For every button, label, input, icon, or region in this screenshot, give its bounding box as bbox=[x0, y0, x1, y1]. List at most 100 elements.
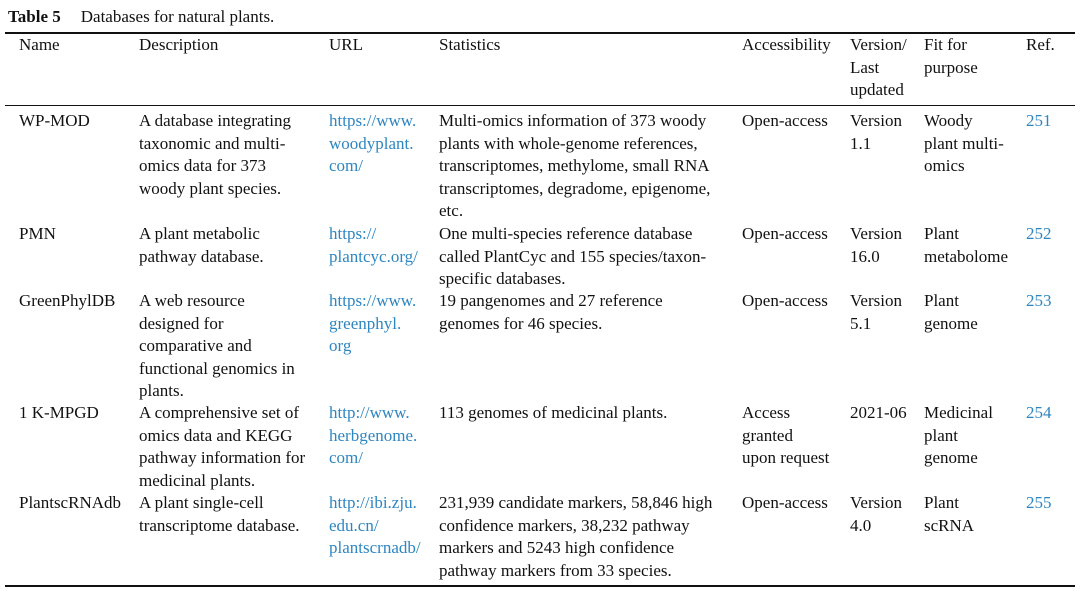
row-version: 2021-06 bbox=[850, 402, 907, 425]
row-description-line: A comprehensive set of bbox=[139, 403, 300, 422]
row-url-link-line[interactable]: greenphyl. bbox=[329, 313, 402, 333]
row-description-line: plants. bbox=[139, 381, 184, 400]
top-rule bbox=[5, 32, 1075, 34]
row-url-link-line[interactable]: http://www. bbox=[329, 403, 410, 422]
row-version: Version 16.0 bbox=[850, 223, 902, 268]
row-url-link[interactable]: http://www. herbgenome. com/ bbox=[329, 402, 417, 470]
row-fit-for-purpose-line: plant bbox=[924, 425, 958, 445]
row-version: Version 4.0 bbox=[850, 492, 902, 537]
row-url-link[interactable]: https://www. woodyplant. com/ bbox=[329, 110, 416, 178]
row-url-link-line[interactable]: https://www. bbox=[329, 111, 417, 130]
row-description-line: A web resource bbox=[139, 291, 245, 310]
row-accessibility: Access granted upon request bbox=[742, 402, 829, 470]
row-accessibility-line: upon request bbox=[742, 448, 830, 467]
header-rule bbox=[5, 105, 1075, 106]
row-fit-for-purpose-line: plant multi- bbox=[924, 133, 1004, 153]
row-ref-link[interactable]: 251 bbox=[1026, 111, 1052, 130]
row-fit-for-purpose-line: Medicinal bbox=[924, 403, 993, 422]
row-accessibility-line: Open-access bbox=[742, 493, 828, 512]
row-url-link[interactable]: https://www. greenphyl. org bbox=[329, 290, 416, 358]
row-fit-for-purpose-line: genome bbox=[924, 448, 978, 467]
header-version: Version/Last updated bbox=[850, 34, 907, 102]
row-description: A plant metabolic pathway database. bbox=[139, 223, 264, 268]
row-statistics-line: One multi-species reference database bbox=[439, 224, 693, 243]
row-description-line: pathway information for bbox=[139, 448, 306, 467]
row-url-link-line[interactable]: plantscrnadb/ bbox=[329, 538, 421, 557]
header-version-line: updated bbox=[850, 80, 904, 99]
row-description-line: functional genomics in bbox=[139, 358, 295, 378]
row-description: A comprehensive set of omics data and KEG… bbox=[139, 402, 305, 492]
row-url-link-line[interactable]: com/ bbox=[329, 156, 363, 175]
row-statistics-line: Multi-omics information of 373 woody bbox=[439, 111, 707, 130]
row-url-link-line[interactable]: org bbox=[329, 336, 352, 355]
row-description-line: A plant single-cell bbox=[139, 493, 264, 512]
row-statistics-line: genomes for 46 species. bbox=[439, 313, 603, 333]
row-name: PMN bbox=[19, 224, 56, 243]
header-url: URL bbox=[329, 35, 363, 54]
row-statistics: One multi-species reference database call… bbox=[439, 223, 706, 291]
row-name: PlantscRNAdb bbox=[19, 493, 121, 512]
row-statistics-line: 113 genomes of medicinal plants. bbox=[439, 403, 668, 422]
header-ref: Ref. bbox=[1026, 35, 1055, 54]
row-fit-for-purpose: Plant metabolome bbox=[924, 223, 1008, 268]
row-version-line: 5.1 bbox=[850, 313, 872, 333]
row-statistics-line: called PlantCyc and 155 species/taxon- bbox=[439, 246, 707, 266]
row-url-link[interactable]: http://ibi.zju. edu.cn/plantscrnadb/ bbox=[329, 492, 421, 560]
row-version: Version 1.1 bbox=[850, 110, 902, 155]
row-fit-for-purpose-line: omics bbox=[924, 156, 965, 175]
row-ref-link[interactable]: 254 bbox=[1026, 403, 1052, 422]
row-fit-for-purpose-line: genome bbox=[924, 313, 978, 333]
row-accessibility-line: Open-access bbox=[742, 111, 828, 130]
header-fit-for-purpose: Fit for purpose bbox=[924, 34, 978, 79]
row-fit-for-purpose-line: metabolome bbox=[924, 246, 1009, 266]
row-statistics-line: pathway markers from 33 species. bbox=[439, 560, 672, 580]
row-statistics-line: transcriptomes, methylome, small RNA bbox=[439, 156, 710, 175]
row-statistics: 19 pangenomes and 27 reference genomes fo… bbox=[439, 290, 663, 335]
header-accessibility: Accessibility bbox=[742, 35, 831, 54]
row-description-line: taxonomic and multi- bbox=[139, 133, 286, 153]
header-name: Name bbox=[19, 35, 60, 54]
row-url-link-line[interactable]: http://ibi.zju. bbox=[329, 493, 417, 512]
row-statistics-line: markers and 5243 high confidence bbox=[439, 538, 675, 557]
row-description-line: pathway database. bbox=[139, 246, 264, 266]
row-fit-for-purpose: Woody plant multi-omics bbox=[924, 110, 1004, 178]
row-url-link-line[interactable]: edu.cn/ bbox=[329, 515, 379, 535]
row-fit-for-purpose: Plant scRNA bbox=[924, 492, 974, 537]
row-name: 1 K-MPGD bbox=[19, 403, 99, 422]
row-url-link-line[interactable]: https://www. bbox=[329, 291, 417, 310]
row-statistics: Multi-omics information of 373 woody plan… bbox=[439, 110, 710, 223]
row-version-line: 4.0 bbox=[850, 515, 872, 535]
row-version-line: Version bbox=[850, 493, 902, 512]
row-fit-for-purpose-line: Plant bbox=[924, 224, 959, 243]
row-version-line: Version bbox=[850, 224, 902, 243]
row-statistics-line: 19 pangenomes and 27 reference bbox=[439, 291, 663, 310]
row-ref-link[interactable]: 252 bbox=[1026, 224, 1052, 243]
row-url-link-line[interactable]: plantcyc.org/ bbox=[329, 246, 418, 266]
row-url-link[interactable]: https:// plantcyc.org/ bbox=[329, 223, 418, 268]
row-ref-link[interactable]: 253 bbox=[1026, 291, 1052, 310]
row-ref-link[interactable]: 255 bbox=[1026, 493, 1052, 512]
row-fit-for-purpose-line: Plant bbox=[924, 291, 959, 310]
row-accessibility-line: Access bbox=[742, 403, 791, 422]
row-version-line: 1.1 bbox=[850, 133, 872, 153]
row-description-line: medicinal plants. bbox=[139, 470, 256, 490]
bottom-rule bbox=[5, 585, 1075, 587]
header-version-line: Version/ bbox=[850, 35, 907, 54]
row-statistics-line: transcriptomes, degradome, epigenome, bbox=[439, 178, 711, 198]
row-version-line: Version bbox=[850, 111, 902, 130]
row-description-line: A database integrating bbox=[139, 111, 292, 130]
row-url-link-line[interactable]: woodyplant. bbox=[329, 133, 414, 153]
row-url-link-line[interactable]: https:// bbox=[329, 224, 377, 243]
row-description-line: woody plant species. bbox=[139, 178, 282, 198]
row-description-line: omics data and KEGG bbox=[139, 425, 293, 445]
row-statistics-line: confidence markers, 38,232 pathway bbox=[439, 515, 690, 535]
header-fit-for-purpose-line: purpose bbox=[924, 57, 978, 77]
row-name: GreenPhylDB bbox=[19, 291, 116, 310]
row-version-line: Version bbox=[850, 291, 902, 310]
row-url-link-line[interactable]: herbgenome. bbox=[329, 425, 418, 445]
row-fit-for-purpose-line: Plant bbox=[924, 493, 959, 512]
row-description: A database integrating taxonomic and mult… bbox=[139, 110, 291, 200]
row-url-link-line[interactable]: com/ bbox=[329, 448, 363, 467]
row-statistics: 231,939 candidate markers, 58,846 high co… bbox=[439, 492, 712, 582]
row-version-line: 16.0 bbox=[850, 246, 880, 266]
